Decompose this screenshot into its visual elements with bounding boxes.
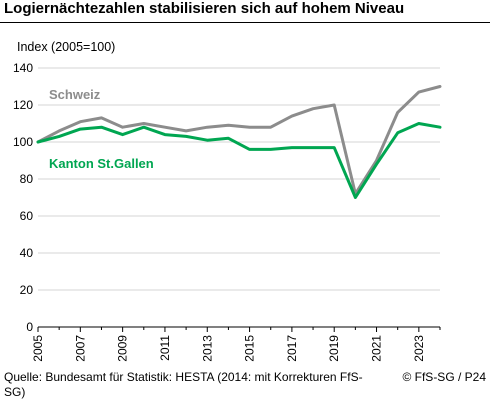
x-tick-label: 2023	[412, 335, 426, 362]
series-line-schweiz	[36, 85, 442, 196]
y-tick-label: 140	[13, 61, 33, 75]
y-tick-label: 100	[13, 135, 33, 149]
chart-title: Logiernächtezahlen stabilisieren sich au…	[4, 0, 405, 17]
y-tick-label: 20	[20, 283, 34, 297]
series-label-st-gallen: Kanton St.Gallen	[49, 156, 154, 171]
x-tick-label: 2011	[158, 335, 172, 361]
y-tick-label: 0	[26, 320, 33, 334]
x-tick-label: 2021	[370, 335, 384, 362]
y-tick-label: 40	[20, 246, 34, 260]
series-label-schweiz: Schweiz	[49, 87, 101, 102]
y-tick-label: 80	[20, 172, 34, 186]
x-tick-label: 2015	[243, 335, 257, 362]
x-tick-label: 2005	[31, 335, 45, 362]
x-tick-label: 2013	[200, 335, 214, 362]
x-tick-label: 2017	[285, 335, 299, 362]
y-axis-label: Index (2005=100)	[17, 40, 116, 54]
x-tick-label: 2009	[116, 335, 130, 362]
y-tick-label: 60	[20, 209, 34, 223]
y-tick-label: 120	[13, 98, 33, 112]
series-line-st-gallen	[36, 122, 442, 199]
title-rule	[0, 22, 490, 23]
copyright-note: © FfS-SG / P24	[402, 370, 486, 384]
x-tick-label: 2007	[73, 335, 87, 362]
x-tick-label: 2019	[327, 335, 341, 362]
source-note: Quelle: Bundesamt für Statistik: HESTA (…	[4, 370, 363, 399]
